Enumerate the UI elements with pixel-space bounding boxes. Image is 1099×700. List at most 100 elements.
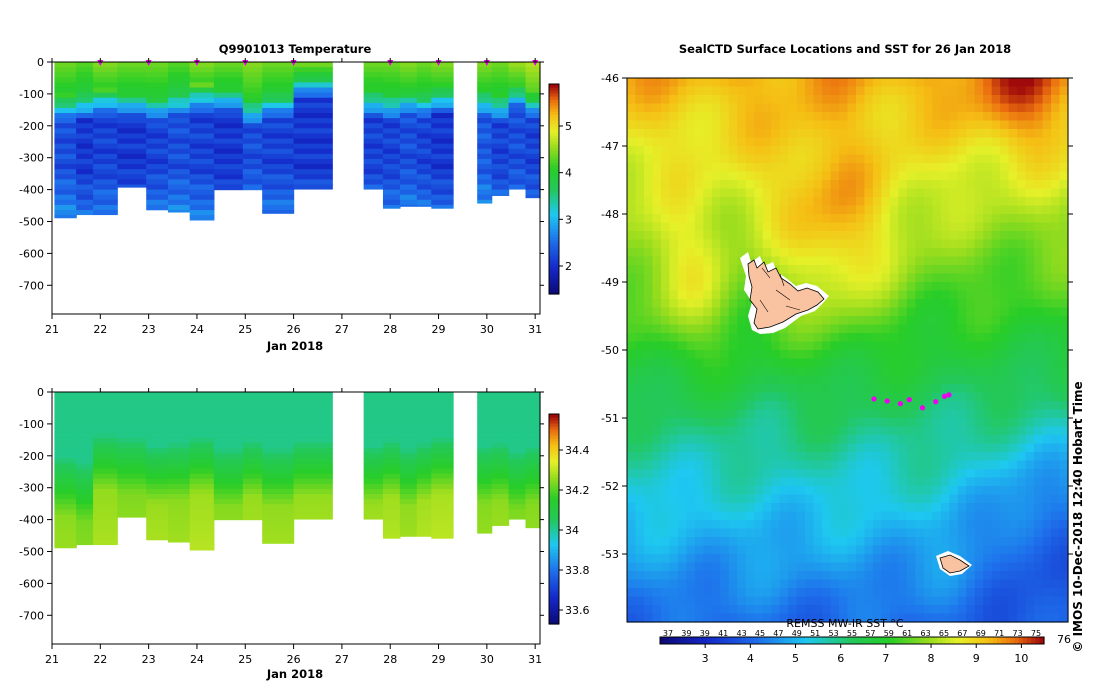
sst-cell <box>643 239 654 249</box>
sst-cell <box>643 171 654 181</box>
depth-cell <box>262 514 295 521</box>
depth-cell <box>491 164 510 170</box>
depth-cell <box>399 179 418 186</box>
sst-cell <box>720 511 730 521</box>
sst-cell <box>813 418 823 428</box>
sst-cell <box>771 469 781 479</box>
sst-cell <box>932 579 942 589</box>
sst-cell <box>974 205 984 215</box>
depth-cell <box>117 92 147 99</box>
sst-cell <box>694 137 704 147</box>
sst-cell <box>720 375 730 385</box>
sst-cell <box>813 273 823 283</box>
depth-cell <box>262 67 295 73</box>
sst-cell <box>983 460 993 470</box>
sst-cell <box>660 137 671 147</box>
depth-cell <box>213 138 244 145</box>
sst-cell <box>1059 605 1069 615</box>
sst-cell <box>669 545 679 555</box>
sst-cell <box>745 86 755 96</box>
depth-cell <box>477 133 493 140</box>
sst-cell <box>915 231 925 241</box>
sst-colorbar-cell <box>668 637 674 644</box>
sst-cell <box>805 146 815 156</box>
sst-cell <box>771 571 781 581</box>
colorbar-cell <box>549 444 559 448</box>
sst-cell <box>923 316 933 326</box>
depth-cell <box>54 463 77 470</box>
sst-cell <box>635 248 645 258</box>
sst-cell <box>737 358 747 368</box>
depth-cell <box>76 402 94 408</box>
depth-cell <box>54 545 77 549</box>
sst-cell <box>779 460 789 470</box>
sst-cell <box>694 290 704 300</box>
sst-cell <box>703 265 713 275</box>
sst-cell <box>847 554 857 564</box>
sst-cell <box>771 511 781 521</box>
sst-cell <box>1034 324 1044 334</box>
sst-cell <box>745 222 755 232</box>
depth-cell <box>416 422 432 429</box>
sst-cell <box>762 554 772 564</box>
colorbar-cell <box>549 216 559 220</box>
sst-cell <box>855 554 866 564</box>
colorbar-cell <box>549 219 559 223</box>
sst-cell <box>932 273 942 283</box>
depth-cell <box>477 174 493 180</box>
sst-cell <box>822 103 832 113</box>
sst-cell <box>974 171 984 181</box>
colorbar-cell <box>549 522 559 526</box>
depth-cell <box>146 82 169 89</box>
sst-cell <box>940 239 950 249</box>
sst-cell <box>940 545 950 555</box>
sst-cell <box>643 137 654 147</box>
sst-cell <box>898 469 908 479</box>
sst-cell <box>805 316 815 326</box>
sst-colorbar-top-label: 49 <box>792 629 802 638</box>
sst-cell <box>669 554 679 564</box>
depth-cell <box>76 392 94 398</box>
sst-cell <box>1051 154 1061 164</box>
sst-cell <box>872 401 883 411</box>
sst-cell <box>839 545 849 555</box>
sst-cell <box>1008 239 1018 249</box>
sst-cell <box>686 214 696 224</box>
depth-cell <box>146 179 169 186</box>
depth-cell <box>399 62 418 68</box>
sst-cell <box>813 562 823 572</box>
depth-cell <box>477 179 493 186</box>
depth-cell <box>54 199 77 206</box>
sst-cell <box>1008 307 1018 317</box>
sst-cell <box>957 214 967 224</box>
depth-cell <box>416 432 432 439</box>
depth-cell <box>431 153 454 160</box>
colorbar-cell <box>549 450 559 454</box>
sst-cell <box>627 503 637 513</box>
sst-cell <box>966 299 976 309</box>
sst-cell <box>728 503 738 513</box>
colorbar-cell <box>549 549 559 553</box>
sst-cell <box>957 171 967 181</box>
sst-cell <box>694 588 704 598</box>
sst-cell <box>991 443 1001 453</box>
sst-cell <box>957 588 967 598</box>
depth-cell <box>262 153 295 160</box>
sst-cell <box>652 358 662 368</box>
sst-cell <box>796 469 806 479</box>
sst-cell <box>643 435 654 445</box>
sst-cell <box>643 367 654 377</box>
depth-cell <box>93 392 118 398</box>
depth-cell <box>399 204 418 207</box>
sst-cell <box>779 486 789 496</box>
y-tick-label: -700 <box>19 279 44 292</box>
sst-cell <box>898 358 908 368</box>
depth-cell <box>382 473 401 480</box>
depth-cell <box>93 82 118 89</box>
sst-cell <box>889 384 899 394</box>
sst-cell <box>771 112 781 122</box>
sst-cell <box>805 571 815 581</box>
sst-cell <box>754 392 764 402</box>
depth-cell <box>262 164 295 170</box>
sst-cell <box>915 163 925 173</box>
